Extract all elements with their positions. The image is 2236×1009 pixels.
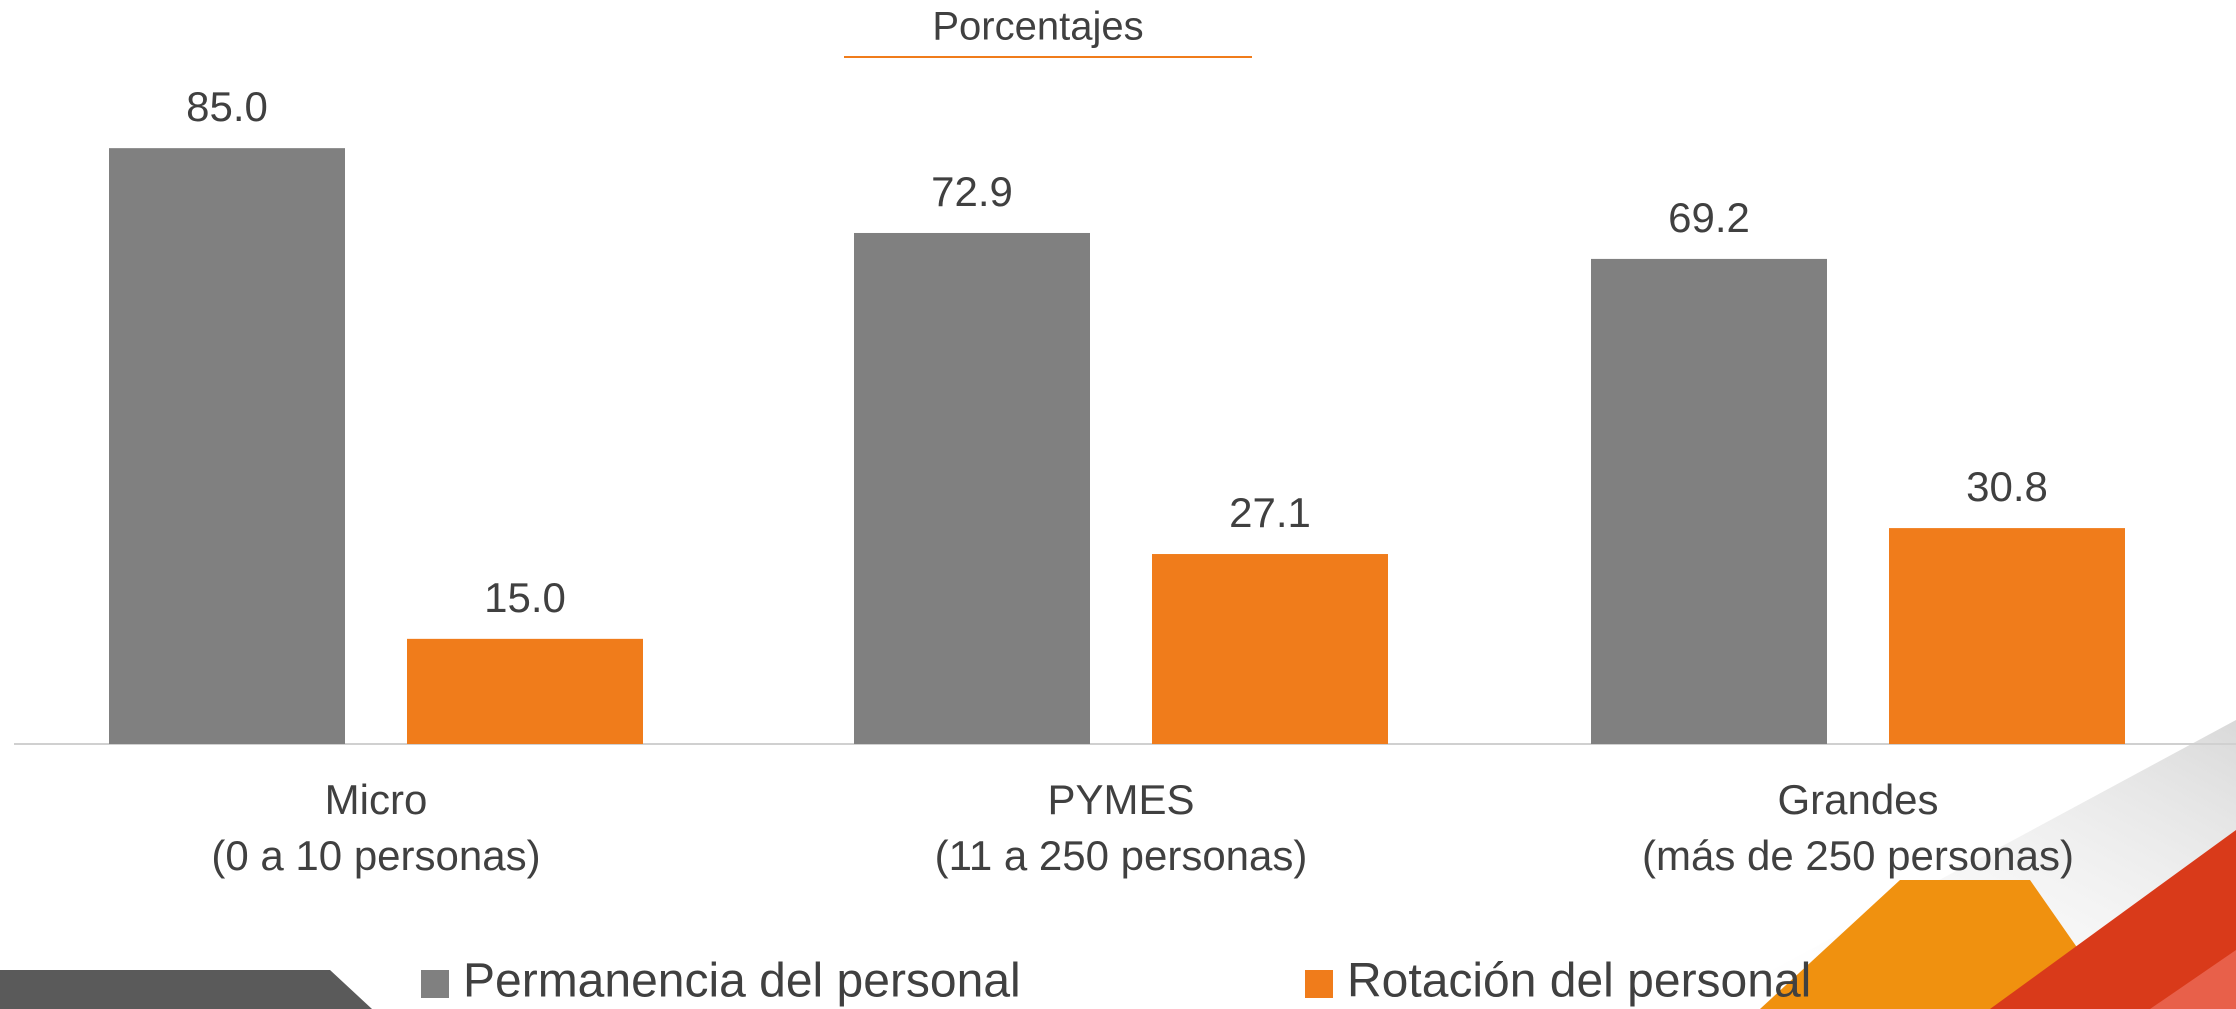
value-label: 85.0: [186, 83, 268, 130]
x-tick-label: (más de 250 personas): [1642, 832, 2074, 879]
legend-label: Permanencia del personal: [463, 955, 1021, 1008]
bar: [1152, 554, 1388, 744]
bar: [407, 639, 643, 744]
legend-swatch: [421, 970, 449, 998]
bar: [854, 233, 1090, 744]
x-tick-label: Micro: [325, 776, 428, 823]
bar: [1889, 528, 2125, 744]
decoration: [0, 970, 372, 1009]
legend-swatch: [1305, 970, 1333, 998]
chart: Porcentajes Micro (0 a 10 personas) 85.0 15…: [0, 0, 2236, 1009]
x-tick-label: (0 a 10 personas): [211, 832, 540, 879]
bar: [1591, 259, 1827, 744]
value-label: 69.2: [1668, 194, 1750, 241]
value-label: 27.1: [1229, 489, 1311, 536]
bar: [109, 148, 345, 744]
x-tick-label: Grandes: [1777, 776, 1938, 823]
legend-label: Rotación del personal: [1347, 955, 1811, 1008]
x-tick-label: PYMES: [1047, 776, 1194, 823]
chart-title: Porcentajes: [932, 5, 1143, 49]
value-label: 30.8: [1966, 463, 2048, 510]
x-tick-label: (11 a 250 personas): [935, 832, 1308, 879]
value-label: 72.9: [931, 168, 1013, 215]
value-label: 15.0: [484, 574, 566, 621]
